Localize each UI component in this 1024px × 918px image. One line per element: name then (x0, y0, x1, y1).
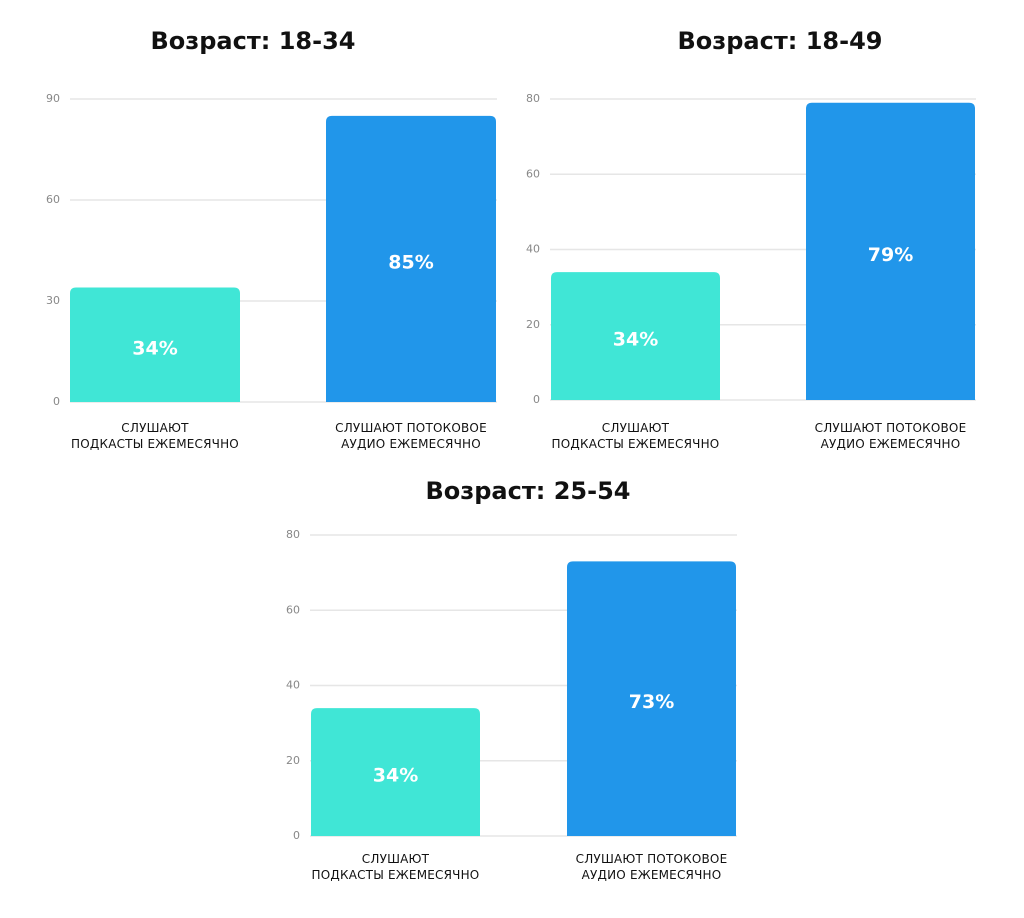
y-tick-label: 0 (293, 829, 300, 842)
bar (70, 287, 240, 402)
y-tick-label: 80 (286, 528, 300, 541)
x-tick-label: СЛУШАЮТ ПОТОКОВОЕ АУДИО ЕЖЕМЕСЯЧНО (814, 421, 967, 451)
y-tick-label: 0 (533, 393, 540, 406)
value-label: 79% (868, 244, 913, 266)
value-label: 34% (373, 765, 418, 787)
x-tick-label: СЛУШАЮТ ПОДКАСТЫ ЕЖЕМЕСЯЧНО (311, 852, 480, 882)
y-tick-label: 40 (526, 243, 540, 256)
chart-title: Возраст: 25-54 (426, 477, 631, 505)
bar (551, 272, 720, 400)
value-label: 85% (388, 251, 433, 273)
x-tick-label: СЛУШАЮТ ПОДКАСТЫ ЕЖЕМЕСЯЧНО (71, 421, 239, 451)
y-tick-label: 20 (526, 318, 540, 331)
bar (806, 102, 975, 400)
x-tick-label: СЛУШАЮТ ПОДКАСТЫ ЕЖЕМЕСЯЧНО (551, 421, 720, 451)
y-tick-label: 80 (526, 92, 540, 105)
y-tick-label: 90 (46, 92, 60, 105)
y-tick-label: 60 (286, 603, 300, 616)
bar (326, 115, 496, 402)
value-label: 73% (629, 691, 674, 713)
y-tick-label: 0 (53, 395, 60, 408)
y-tick-label: 20 (286, 754, 300, 767)
value-label: 34% (613, 329, 658, 351)
chart-title: Возраст: 18-49 (678, 27, 883, 55)
x-tick-label: СЛУШАЮТ ПОТОКОВОЕ АУДИО ЕЖЕМЕСЯЧНО (335, 421, 487, 451)
x-tick-label: СЛУШАЮТ ПОТОКОВОЕ АУДИО ЕЖЕМЕСЯЧНО (575, 852, 728, 882)
bar (567, 561, 736, 836)
y-tick-label: 30 (46, 294, 60, 307)
bar (311, 708, 480, 836)
chart-title: Возраст: 18-34 (151, 27, 356, 55)
y-tick-label: 60 (46, 193, 60, 206)
value-label: 34% (132, 337, 177, 359)
y-tick-label: 40 (286, 679, 300, 692)
y-tick-label: 60 (526, 167, 540, 180)
